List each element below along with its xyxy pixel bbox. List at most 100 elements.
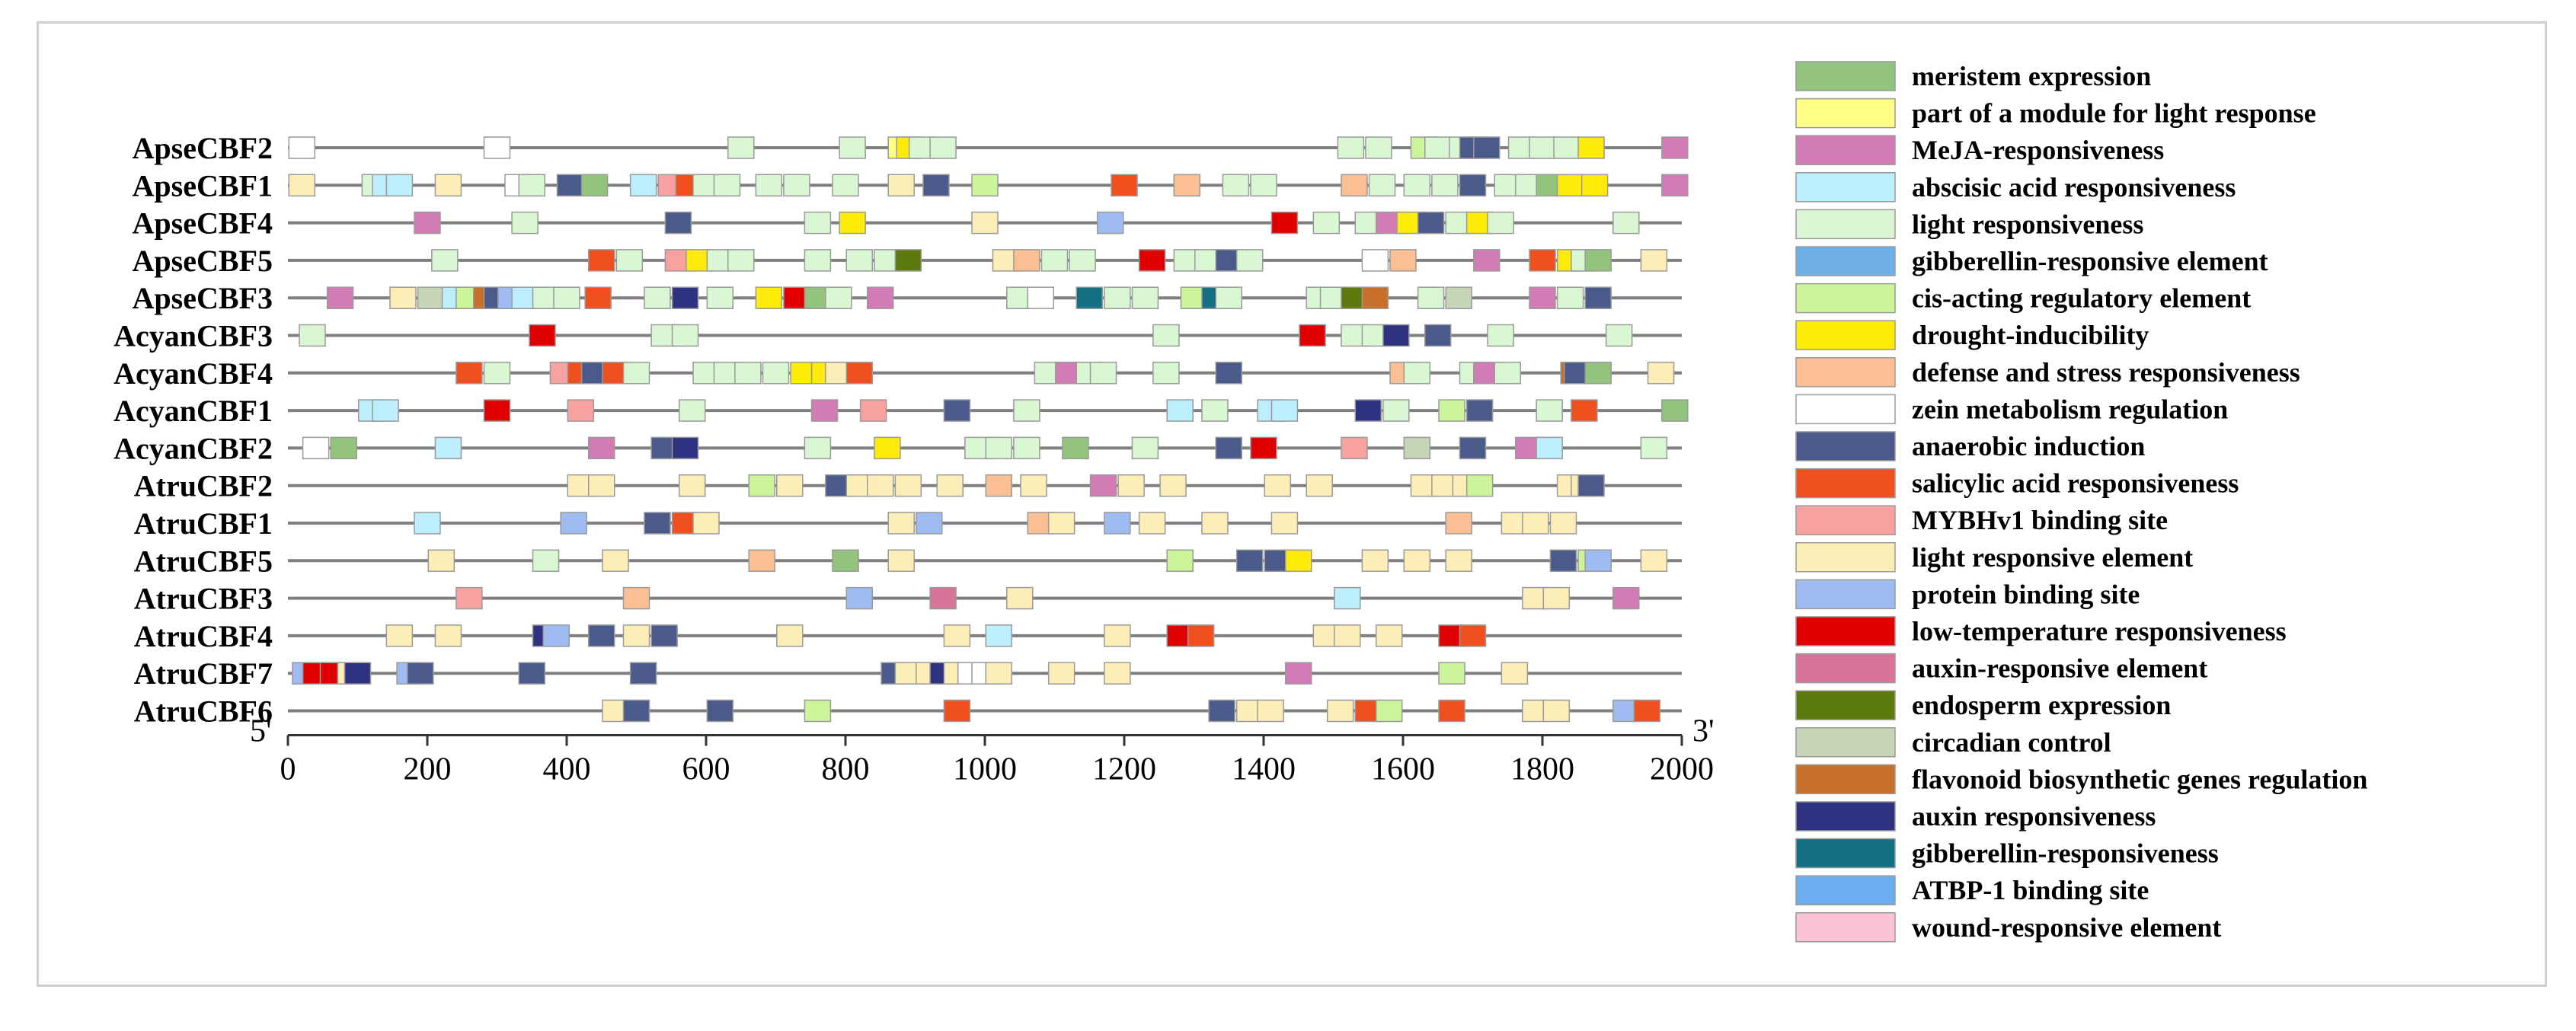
cis-element-box [1494, 362, 1521, 385]
cis-element-box [532, 549, 560, 573]
gene-track: AcyanCBF2 [113, 431, 1682, 465]
cis-element-box [650, 624, 678, 647]
cis-element-box [804, 211, 832, 235]
cis-element-box [560, 512, 587, 535]
cis-element-box [1542, 586, 1571, 610]
cis-element-box [622, 586, 650, 610]
legend-entry: ATBP-1 binding site [1795, 875, 2149, 905]
cis-element-box [1075, 286, 1103, 309]
x-axis-tick-label: 1200 [1092, 752, 1156, 787]
cis-element-box [1556, 174, 1584, 197]
legend-entry: light responsiveness [1795, 209, 2143, 240]
gene-label: ApseCBF5 [133, 244, 273, 278]
x-axis-tick-label: 1800 [1510, 752, 1574, 787]
cis-element-box [1104, 512, 1131, 535]
gene-label: AcyanCBF2 [113, 431, 273, 465]
cis-element-box [1215, 436, 1242, 460]
cis-element-box [434, 436, 462, 460]
legend-swatch [1795, 320, 1896, 350]
cis-element-box [1549, 549, 1577, 573]
cis-element-box [1285, 549, 1312, 573]
legend-entry: gibberellin-responsiveness [1795, 838, 2219, 869]
legend-label: gibberellin-responsive element [1912, 246, 2268, 276]
cis-element-box [288, 174, 316, 197]
cis-element-box [1104, 286, 1131, 309]
legend-entry: zein metabolism regulation [1795, 394, 2228, 425]
cis-element-box [1152, 324, 1180, 347]
legend-swatch [1795, 357, 1896, 388]
cis-element-box [644, 286, 671, 309]
cis-element-box [783, 174, 810, 197]
cis-element-box [1201, 399, 1229, 422]
cis-element-box [804, 699, 832, 723]
cis-element-box [326, 286, 354, 309]
legend-entry: low-temperature responsiveness [1795, 616, 2287, 646]
cis-element-box [1382, 399, 1410, 422]
gene-track: ApseCBF4 [133, 206, 1682, 241]
gene-label: AtruCBF6 [134, 694, 273, 729]
legend-entry: MeJA-responsiveness [1795, 135, 2164, 165]
cis-element-box [1445, 286, 1472, 309]
legend-entry: defense and stress responsiveness [1795, 357, 2300, 388]
cis-element-box [1501, 662, 1529, 685]
legend-label: anaerobic induction [1912, 431, 2145, 461]
cis-element-box [431, 249, 459, 272]
gene-track: AcyanCBF3 [113, 319, 1682, 353]
cis-element-box [1131, 286, 1159, 309]
legend-swatch [1795, 246, 1896, 276]
cis-element-box [727, 249, 755, 272]
legend-swatch [1795, 282, 1896, 314]
five-prime-label: 5' [250, 714, 272, 749]
cis-element-box [1584, 362, 1612, 385]
legend-swatch [1795, 209, 1896, 240]
gene-track: AtruCBF7 [134, 656, 1682, 691]
cis-element-box [776, 474, 804, 497]
cis-element-box [1361, 286, 1389, 309]
legend-entry: light responsive element [1795, 542, 2193, 573]
cis-element-box [414, 512, 441, 535]
cis-element-box [762, 362, 790, 385]
cis-element-box [1487, 211, 1514, 235]
cis-element-box [1571, 399, 1598, 422]
legend-label: endosperm expression [1912, 690, 2171, 720]
gene-label: AtruCBF3 [134, 582, 273, 616]
cis-element-box [288, 136, 316, 159]
legend-swatch [1795, 616, 1896, 646]
cis-element-box [518, 662, 545, 685]
legend-entry: auxin-responsive element [1795, 653, 2207, 684]
legend-label: meristem expression [1912, 61, 2151, 91]
cis-element-box [1047, 512, 1075, 535]
cis-element-box [1013, 399, 1040, 422]
legend-swatch [1795, 394, 1896, 425]
gene-label: AtruCBF1 [134, 506, 273, 541]
cis-element-box [776, 624, 804, 647]
cis-element-box [1027, 286, 1054, 309]
legend-label: low-temperature responsiveness [1912, 616, 2287, 646]
legend-swatch [1795, 61, 1896, 91]
cis-element-box [1417, 286, 1445, 309]
gene-track: AtruCBF1 [134, 506, 1682, 541]
cis-element-box [874, 436, 901, 460]
cis-element-box [1403, 436, 1431, 460]
cis-element-box [1640, 549, 1668, 573]
cis-element-box [1138, 512, 1166, 535]
cis-element-box [1312, 211, 1341, 235]
legend-entry: salicylic acid responsiveness [1795, 468, 2239, 499]
cis-element-box [804, 436, 832, 460]
cis-element-box [832, 549, 859, 573]
legend-entry: gibberellin-responsive element [1795, 246, 2268, 276]
cis-element-box [1215, 362, 1242, 385]
legend-label: ATBP-1 binding site [1912, 875, 2149, 905]
cis-element-box [734, 362, 762, 385]
cis-element-box [671, 286, 699, 309]
cis-element-box [713, 174, 741, 197]
cis-element-box [455, 362, 483, 385]
cis-element-box [943, 624, 971, 647]
legend-entry: part of a module for light response [1795, 98, 2316, 129]
cis-element-box [1235, 549, 1264, 573]
cis-element-box [1577, 474, 1605, 497]
legend-swatch [1795, 431, 1896, 461]
legend-label: defense and stress responsiveness [1912, 357, 2300, 388]
cis-element-box [894, 249, 922, 272]
cis-element-box [1424, 324, 1452, 347]
